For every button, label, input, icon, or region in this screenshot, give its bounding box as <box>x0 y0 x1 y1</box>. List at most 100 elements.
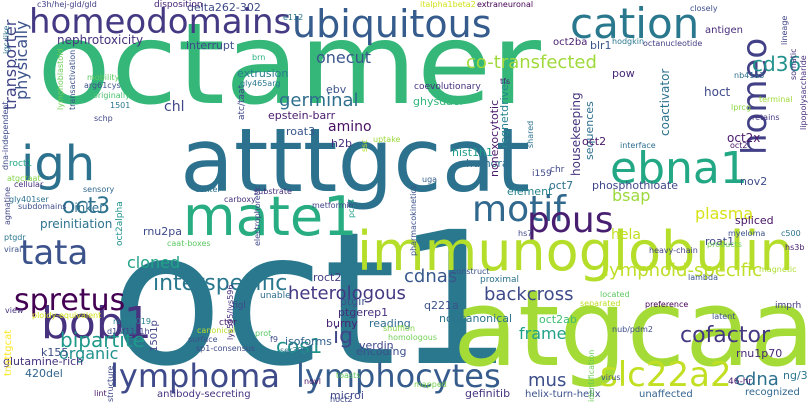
word-gefinitib: gefinitib <box>465 387 511 400</box>
word-metformin: metformin <box>312 201 354 210</box>
word-nonexocytotic: nonexocytotic <box>488 99 501 177</box>
word-bob1: bob1 <box>41 298 152 349</box>
word-chr: chr <box>550 165 565 175</box>
word-coevolutionary: coevolutionary <box>414 82 481 92</box>
word-humoral: humoral <box>466 157 512 170</box>
word-shared: shared <box>526 120 535 148</box>
word-delta262-302: delta262-302 <box>187 1 261 14</box>
word-amino: amino <box>328 119 372 135</box>
word-cloned: cloned <box>127 253 181 272</box>
word-frame: frame <box>519 324 567 343</box>
word-ebv: ebv <box>326 83 347 96</box>
word-tata: tata <box>20 233 89 273</box>
word-c3h/hej-gld/gld: c3h/hej-gld/gld <box>37 0 97 9</box>
word-mus: mus <box>528 370 567 391</box>
word-shuffion: shuffion <box>383 324 416 333</box>
word-hoct: hoct <box>704 85 731 99</box>
word-disposition: disposition <box>154 0 203 10</box>
word-ptgerep1: ptgerep1 <box>338 306 389 319</box>
word-noncanonical: noncanonical <box>439 312 513 325</box>
word-1501p: 1501p <box>149 320 160 352</box>
word-1501: 1501 <box>110 101 131 110</box>
word-located: located <box>600 290 630 299</box>
word-octamer: octamer <box>37 0 542 130</box>
word-glutamine-rich: glutamine-rich <box>3 355 84 368</box>
word-atgctaat: atgctaat <box>7 174 41 183</box>
word-carboxy: carboxy <box>224 195 256 204</box>
word-pharmacokinetics: pharmacokinetics <box>409 185 418 256</box>
word-nov2: nov2 <box>740 175 768 188</box>
word-subdomains: subdomains <box>18 202 67 211</box>
word-cofactor: cofactor <box>680 323 771 348</box>
word-myeloma: myeloma <box>728 229 766 238</box>
word-imprh: imprh <box>775 301 802 311</box>
word-unaffected: unaffected <box>639 389 693 400</box>
word-coactivator: coactivator <box>658 68 672 136</box>
word-retains: retains <box>752 113 780 122</box>
word-cdna: cdna <box>735 369 779 390</box>
word-schp: schp <box>94 114 113 123</box>
word-420del: 420del <box>25 367 63 380</box>
word-slc22a2: slc22a2 <box>600 355 732 395</box>
word-nb41a3: nb41a3 <box>734 71 765 80</box>
word-view: view <box>5 306 24 315</box>
word-originally: originally <box>93 91 130 100</box>
word-terminal: terminal <box>759 95 793 104</box>
word-uga: uga <box>422 175 438 184</box>
word-blr1: blr1 <box>590 39 612 52</box>
word-oct3: oct3 <box>62 194 111 219</box>
word-nub/pdm2: nub/pdm2 <box>612 325 653 334</box>
word-f9: f9 <box>270 335 278 344</box>
word-proximal: proximal <box>480 275 520 285</box>
word-interspecific: interspecific <box>153 271 288 296</box>
word-oct2-b: oct2 <box>730 141 748 150</box>
word-somatic: somatic <box>789 48 798 80</box>
word-spretus: spretus <box>14 283 126 318</box>
word-preference: preference <box>645 300 689 309</box>
word-onecut: onecut <box>316 48 371 67</box>
word-cellular: cellular <box>14 180 44 189</box>
word-brn: brn <box>252 53 266 62</box>
word-ghysdael: ghysdael <box>413 95 463 108</box>
word-oct2ba: oct2ba <box>553 37 588 48</box>
word-cos1: cos1 <box>276 334 323 358</box>
word-heavy-chain: heavy-chain <box>649 246 698 255</box>
word-ig: ig <box>333 324 354 349</box>
word-encoding: encoding <box>356 345 407 358</box>
word-lambda: lambda <box>688 273 718 282</box>
word-ptgir: ptgir <box>340 295 366 308</box>
word-construct: construct <box>452 267 490 276</box>
word-reading: reading <box>369 317 411 330</box>
word-ebna1: ebna1 <box>610 143 748 194</box>
word-roat1: roat1 <box>705 235 735 248</box>
word-interrupt: interrupt <box>186 39 235 52</box>
word-hs3b: hs3b <box>785 243 805 252</box>
word-backcross: backcross <box>484 284 574 305</box>
word-plasma: plasma <box>695 204 754 223</box>
word-igh: igh <box>21 136 96 192</box>
word-italpha1beta2: italpha1beta2 <box>420 0 476 9</box>
word-helix-turn-helix: helix-turn-helix <box>525 389 601 400</box>
word-bipartite: bipartite <box>60 328 145 352</box>
word-tfs: tfs <box>500 77 511 86</box>
word-ptgdr: ptgdr <box>4 233 26 242</box>
word-rnu2pa: rnu2pa <box>143 225 182 238</box>
word-d19f11s1h: d19f11s1h <box>107 327 150 336</box>
word-homeodomains: homeodomains <box>29 2 292 42</box>
word-hela: hela <box>611 227 641 243</box>
word-igc-like: igc-like <box>2 25 11 54</box>
word-pow: pow <box>612 67 635 80</box>
word-co-transfected: co-transfected <box>466 52 597 73</box>
word-rs316019: rs316019 <box>113 317 151 326</box>
word-canonical: canonical <box>197 326 236 335</box>
word-chl: chl <box>164 99 185 115</box>
word-pous: pous <box>527 200 614 241</box>
word-atttgcat: atttgcat <box>180 109 531 212</box>
word-oct2x: oct2x <box>727 131 761 145</box>
word-oct2alpha: oct2alpha <box>115 201 125 246</box>
word-spliced: spliced <box>735 214 774 227</box>
word-agmatine: agmatine <box>3 186 12 225</box>
word-products: products <box>707 240 742 249</box>
word-surface: surface <box>188 335 218 344</box>
